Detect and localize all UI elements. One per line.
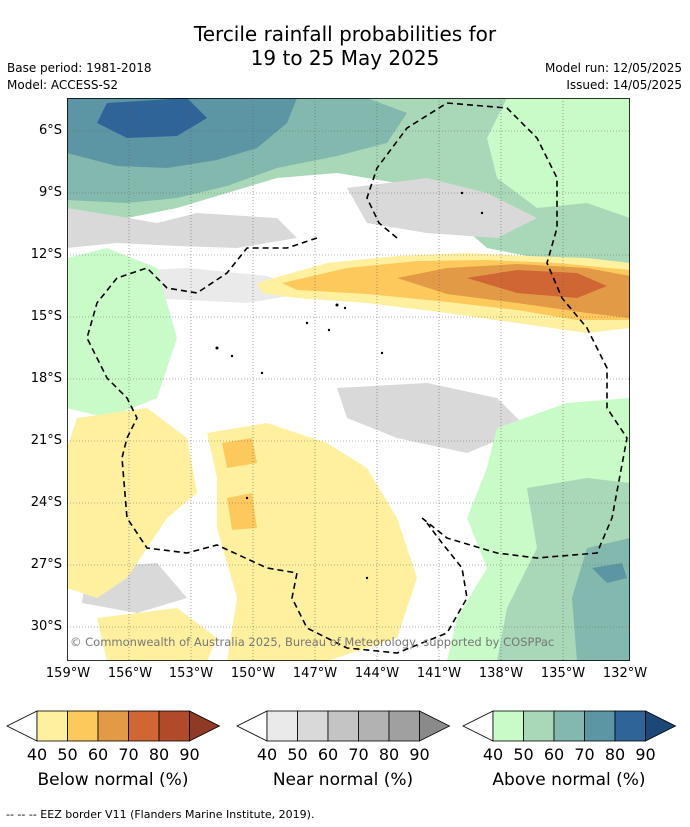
lat-label-12s: 12°S xyxy=(30,247,62,262)
issued-date: Issued: 14/05/2025 xyxy=(566,78,682,92)
legend-tick-label: 90 xyxy=(179,745,199,764)
base-period: Base period: 1981-2018 xyxy=(7,61,152,75)
lat-label-6s: 6°S xyxy=(38,123,62,138)
title-line-2: 19 to 25 May 2025 xyxy=(250,46,440,70)
below-normal-south-60b xyxy=(227,493,257,530)
lon-label-138w: 138°W xyxy=(478,666,524,681)
lat-label-15s: 15°S xyxy=(30,309,62,324)
legend-swatch xyxy=(36,710,68,742)
below-normal-south-2 xyxy=(207,423,417,661)
lon-label-141w: 141°W xyxy=(416,666,462,681)
legend-tick-label: 40 xyxy=(257,745,277,764)
lat-label-18s: 18°S xyxy=(30,371,62,386)
legend-swatch xyxy=(523,710,555,742)
legend-swatch xyxy=(97,710,129,742)
copyright-notice: © Commonwealth of Australia 2025, Bureau… xyxy=(70,635,554,649)
graticule xyxy=(67,98,630,661)
legend-tick-label: 40 xyxy=(483,745,503,764)
lon-label-135w: 135°W xyxy=(540,666,586,681)
legend-swatch xyxy=(67,710,99,742)
map-frame xyxy=(67,98,630,661)
below-normal-southwest xyxy=(97,608,217,661)
legend-tick-label: 80 xyxy=(149,745,169,764)
legend-tick-label: 80 xyxy=(379,745,399,764)
legend-near-normal: 40 50 60 70 80 90 xyxy=(236,710,451,764)
legend-swatch xyxy=(492,710,524,742)
lon-label-159w: 159°W xyxy=(45,666,91,681)
legend-near-normal-label: Near normal (%) xyxy=(272,770,414,790)
below-normal-south xyxy=(67,408,197,598)
legend-tick-label: 90 xyxy=(635,745,655,764)
legend-arrow-high xyxy=(419,710,451,742)
legend-swatch xyxy=(158,710,190,742)
model-run-date: Model run: 12/05/2025 xyxy=(544,61,682,75)
lon-label-144w: 144°W xyxy=(354,666,400,681)
legend-tick-label: 50 xyxy=(287,745,307,764)
legend-swatch xyxy=(266,710,298,742)
legend-below-normal: 40 50 60 70 80 90 xyxy=(6,710,221,764)
legend-arrow-high xyxy=(645,710,677,742)
lat-label-27s: 27°S xyxy=(30,557,62,572)
legend-swatch xyxy=(388,710,420,742)
legend-swatch xyxy=(553,710,585,742)
legend-arrow-low xyxy=(462,710,494,742)
below-normal-band-80 xyxy=(467,270,607,298)
rainfall-map: © Commonwealth of Australia 2025, Bureau… xyxy=(67,98,630,661)
near-normal-band-4 xyxy=(337,383,527,453)
legend-tick-label: 70 xyxy=(118,745,138,764)
legend-swatch xyxy=(327,710,359,742)
eez-footnote: -- -- -- EEZ border V11 (Flanders Marine… xyxy=(6,808,315,821)
lon-label-150w: 150°W xyxy=(230,666,276,681)
legend-tick-label: 40 xyxy=(27,745,47,764)
near-normal-band-1 xyxy=(67,208,297,248)
legend-above-normal: 40 50 60 70 80 90 xyxy=(462,710,677,764)
above-normal-northeast xyxy=(487,98,630,218)
title-line-1: Tercile rainfall probabilities for xyxy=(193,22,497,46)
legend-arrow-high xyxy=(189,710,221,742)
legend-tick-label: 50 xyxy=(513,745,533,764)
legend-below-normal-label: Below normal (%) xyxy=(37,770,189,790)
lat-label-9s: 9°S xyxy=(38,185,62,200)
legend-tick-label: 90 xyxy=(409,745,429,764)
lon-label-153w: 153°W xyxy=(168,666,214,681)
legend-swatch xyxy=(297,710,329,742)
legend-above-normal-label: Above normal (%) xyxy=(492,770,646,790)
model-name: Model: ACCESS-S2 xyxy=(7,78,119,92)
legend-tick-label: 50 xyxy=(57,745,77,764)
legend-arrow-low xyxy=(236,710,268,742)
legend-tick-label: 70 xyxy=(574,745,594,764)
above-normal-north-peak xyxy=(97,98,207,138)
above-normal-west xyxy=(67,248,177,418)
legend-arrow-low xyxy=(6,710,38,742)
lat-label-30s: 30°S xyxy=(30,619,62,634)
legend-tick-label: 60 xyxy=(544,745,564,764)
above-normal-southeast-80 xyxy=(592,563,627,583)
below-normal-south-60 xyxy=(222,438,257,468)
lon-label-156w: 156°W xyxy=(107,666,153,681)
lat-label-24s: 24°S xyxy=(30,495,62,510)
legend-swatch xyxy=(584,710,616,742)
legend-tick-label: 60 xyxy=(88,745,108,764)
legend-tick-label: 80 xyxy=(605,745,625,764)
lon-label-132w: 132°W xyxy=(602,666,648,681)
legend-tick-label: 60 xyxy=(318,745,338,764)
lat-label-21s: 21°S xyxy=(30,433,62,448)
legend-swatch xyxy=(358,710,390,742)
legend-colorbars: 40 50 60 70 80 90 40 50 60 70 80 90 40 50 60 70 80 90 xyxy=(6,710,677,764)
eez-border xyxy=(86,102,628,654)
legend-swatch xyxy=(614,710,646,742)
legend-swatch xyxy=(128,710,160,742)
islands xyxy=(215,191,484,580)
legend-tick-label: 70 xyxy=(348,745,368,764)
lon-label-147w: 147°W xyxy=(292,666,338,681)
